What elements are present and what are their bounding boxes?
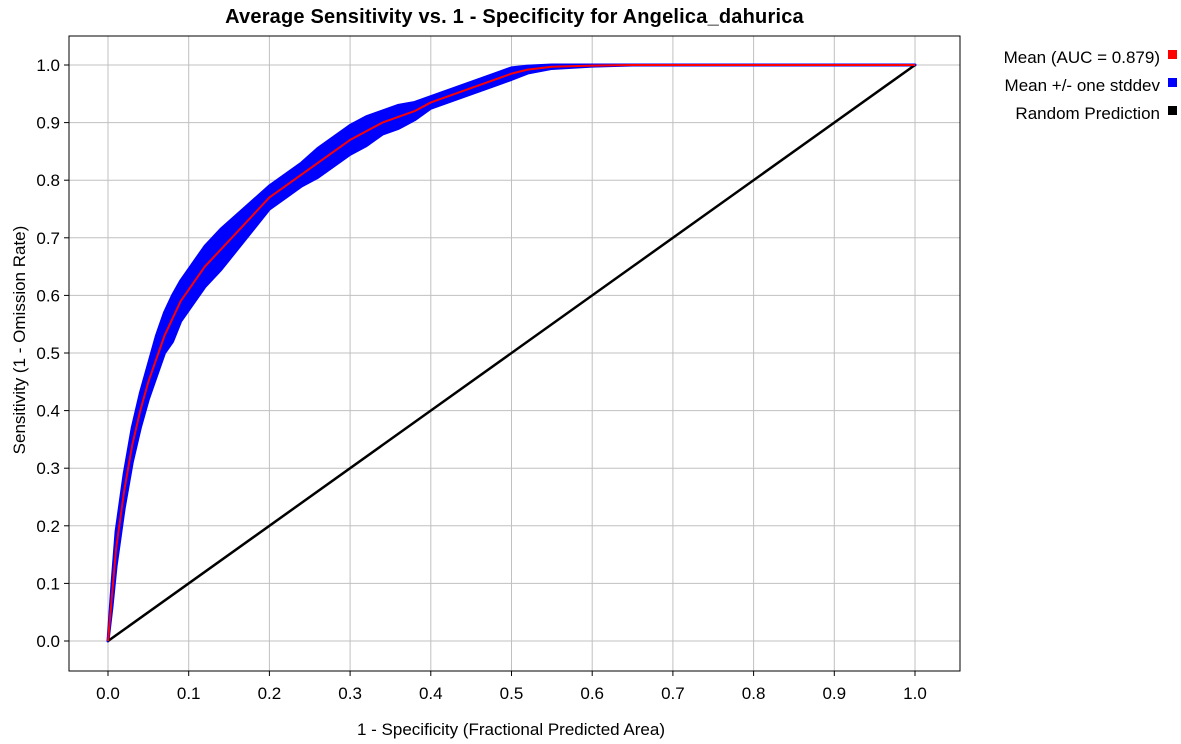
x-tick-label: 0.5 — [500, 684, 524, 703]
y-tick-label: 0.4 — [36, 402, 60, 421]
y-tick-label: 0.1 — [36, 574, 60, 593]
y-tick-label: 0.5 — [36, 344, 60, 363]
y-tick-label: 0.6 — [36, 286, 60, 305]
y-tick-label: 0.9 — [36, 114, 60, 133]
legend-label-mean: Mean (AUC = 0.879) — [1003, 48, 1160, 67]
axis-ticks: 0.0 0.1 0.2 0.3 0.4 0.5 0.6 0.7 0.8 0.9 1.0 0.0 0.1 0… — [36, 56, 926, 703]
x-tick-label: 0.6 — [580, 684, 604, 703]
y-tick-label: 0.7 — [36, 229, 60, 248]
legend-swatch-blue — [1168, 77, 1177, 87]
legend-item-stddev: Mean +/- one stddev — [960, 72, 1181, 100]
legend-swatch-red — [1168, 49, 1177, 59]
y-tick-label: 0.2 — [36, 517, 60, 536]
y-axis-label: Sensitivity (1 - Omission Rate) — [10, 226, 29, 455]
series-lines — [107, 63, 916, 643]
chart-title: Average Sensitivity vs. 1 - Specificity … — [225, 6, 804, 28]
x-axis-label: 1 - Specificity (Fractional Predicted Ar… — [357, 720, 665, 739]
x-tick-label: 1.0 — [903, 684, 927, 703]
x-tick-label: 0.3 — [338, 684, 362, 703]
x-tick-label: 0.7 — [661, 684, 685, 703]
legend-label-random: Random Prediction — [1015, 104, 1160, 123]
x-tick-label: 0.2 — [258, 684, 282, 703]
y-tick-label: 0.8 — [36, 171, 60, 190]
x-tick-label: 0.9 — [822, 684, 846, 703]
random-prediction-line — [107, 63, 916, 643]
y-tick-label: 0.0 — [36, 632, 60, 651]
mean-roc-line — [107, 64, 915, 642]
x-tick-label: 0.8 — [742, 684, 766, 703]
legend-item-mean: Mean (AUC = 0.879) — [960, 44, 1181, 72]
legend-label-stddev: Mean +/- one stddev — [1004, 76, 1160, 95]
y-tick-label: 0.3 — [36, 459, 60, 478]
x-tick-label: 0.0 — [96, 684, 120, 703]
legend: Mean (AUC = 0.879) Mean +/- one stddev R… — [960, 44, 1181, 128]
x-tick-label: 0.1 — [177, 684, 201, 703]
legend-item-random: Random Prediction — [960, 100, 1181, 128]
y-tick-label: 1.0 — [36, 56, 60, 75]
x-tick-label: 0.4 — [419, 684, 443, 703]
legend-swatch-black — [1168, 105, 1177, 115]
